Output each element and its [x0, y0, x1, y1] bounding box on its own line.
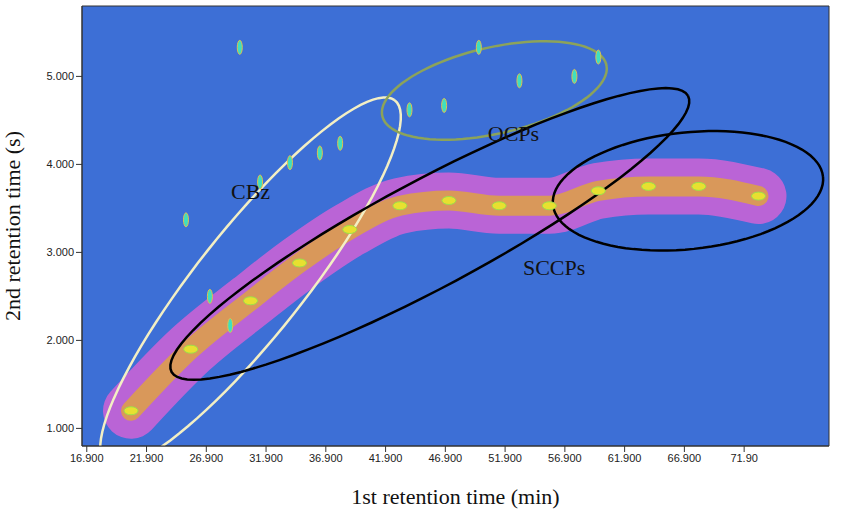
svg-text:4.000: 4.000: [46, 158, 74, 170]
svg-text:36.900: 36.900: [309, 452, 343, 464]
svg-text:21.900: 21.900: [130, 452, 164, 464]
svg-text:5.000: 5.000: [46, 70, 74, 82]
svg-text:3.000: 3.000: [46, 246, 74, 258]
svg-text:SCCPs: SCCPs: [523, 255, 585, 280]
svg-text:46.900: 46.900: [429, 452, 463, 464]
svg-text:OCPs: OCPs: [488, 121, 539, 146]
svg-text:1.000: 1.000: [46, 422, 74, 434]
svg-text:26.900: 26.900: [189, 452, 223, 464]
svg-text:2.000: 2.000: [46, 334, 74, 346]
svg-text:56.900: 56.900: [548, 452, 582, 464]
svg-text:2nd retention time (s): 2nd retention time (s): [0, 131, 25, 321]
svg-text:66.900: 66.900: [668, 452, 702, 464]
svg-text:51.900: 51.900: [488, 452, 522, 464]
svg-text:16.900: 16.900: [70, 452, 104, 464]
svg-text:CBz: CBz: [231, 179, 270, 204]
svg-text:1st retention time (min): 1st retention time (min): [351, 484, 559, 509]
svg-text:71.90: 71.90: [730, 452, 758, 464]
svg-text:61.900: 61.900: [608, 452, 642, 464]
svg-text:31.900: 31.900: [249, 452, 283, 464]
svg-text:41.900: 41.900: [369, 452, 403, 464]
